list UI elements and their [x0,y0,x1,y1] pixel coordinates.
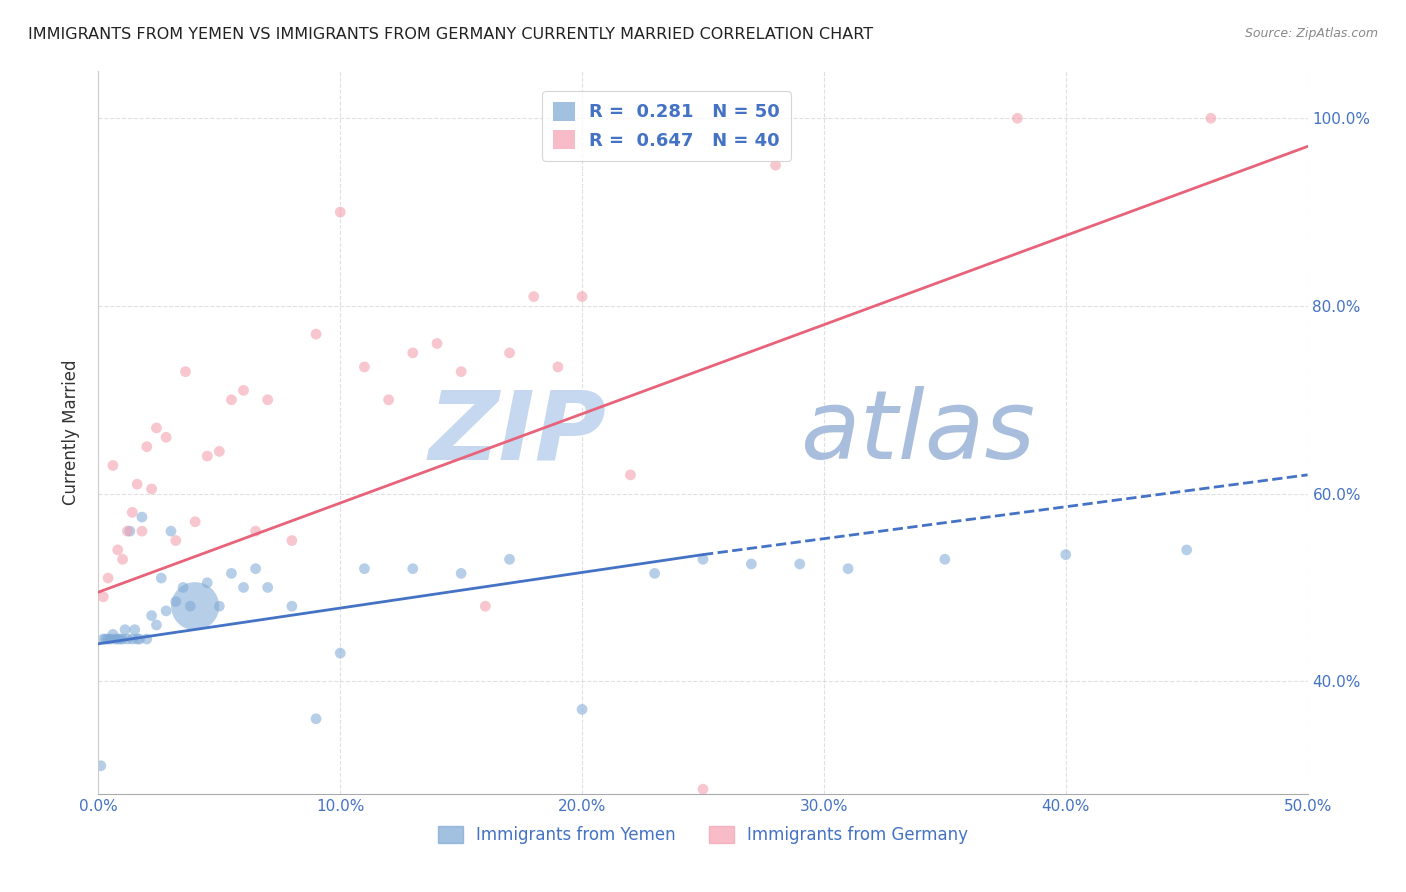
Point [692,552,714,566]
Point [232,384,254,398]
Point [111,632,134,646]
Point [94,632,117,646]
Point [281,599,304,614]
Point [256,581,278,595]
Point [107,542,129,557]
Point [114,623,136,637]
Point [135,632,157,646]
Point [305,327,328,342]
Point [1199,112,1222,126]
Point [104,632,127,646]
Point [107,632,129,646]
Point [329,205,352,219]
Point [377,392,399,407]
Legend: Immigrants from Yemen, Immigrants from Germany: Immigrants from Yemen, Immigrants from G… [432,819,974,851]
Point [221,566,243,581]
Point [571,289,593,303]
Point [165,533,187,548]
Point [174,365,197,379]
Point [108,632,131,646]
Point [353,359,375,374]
Point [740,557,762,571]
Point [402,346,425,360]
Point [145,421,167,435]
Point [91,590,114,604]
Y-axis label: Currently Married: Currently Married [62,359,80,506]
Point [619,467,641,482]
Point [155,430,177,444]
Point [305,712,328,726]
Point [150,571,173,585]
Point [765,158,787,172]
Point [165,594,187,608]
Point [124,623,146,637]
Point [498,552,520,566]
Point [118,524,141,538]
Point [127,632,149,646]
Point [402,562,425,576]
Point [208,599,231,614]
Point [329,646,352,660]
Point [90,758,112,772]
Point [172,581,194,595]
Point [523,289,546,303]
Point [117,632,139,646]
Point [111,552,134,566]
Point [498,346,520,360]
Point [141,482,163,496]
Point [195,575,218,590]
Point [450,566,472,581]
Point [644,566,666,581]
Point [155,604,177,618]
Point [1175,542,1198,557]
Point [789,557,811,571]
Text: Source: ZipAtlas.com: Source: ZipAtlas.com [1244,27,1378,40]
Point [117,524,139,538]
Point [1054,548,1077,562]
Point [245,562,267,576]
Point [131,510,153,524]
Point [450,365,472,379]
Point [547,359,569,374]
Point [256,392,278,407]
Point [141,608,163,623]
Point [131,524,153,538]
Point [128,632,150,646]
Point [101,458,124,473]
Point [121,632,143,646]
Point [121,505,143,519]
Point [195,449,218,463]
Point [1007,112,1029,126]
Point [145,618,167,632]
Text: atlas: atlas [800,386,1035,479]
Point [135,440,157,454]
Point [160,524,183,538]
Point [97,571,120,585]
Point [221,392,243,407]
Point [474,599,496,614]
Point [184,515,207,529]
Point [934,552,956,566]
Point [179,599,201,614]
Point [353,562,375,576]
Point [837,562,859,576]
Point [208,444,231,458]
Point [91,632,114,646]
Point [426,336,449,351]
Text: ZIP: ZIP [429,386,606,479]
Point [692,782,714,797]
Point [281,533,304,548]
Point [184,599,207,614]
Point [232,581,254,595]
Point [100,632,122,646]
Text: IMMIGRANTS FROM YEMEN VS IMMIGRANTS FROM GERMANY CURRENTLY MARRIED CORRELATION C: IMMIGRANTS FROM YEMEN VS IMMIGRANTS FROM… [28,27,873,42]
Point [245,524,267,538]
Point [101,627,124,641]
Point [97,632,120,646]
Point [571,702,593,716]
Point [127,477,149,491]
